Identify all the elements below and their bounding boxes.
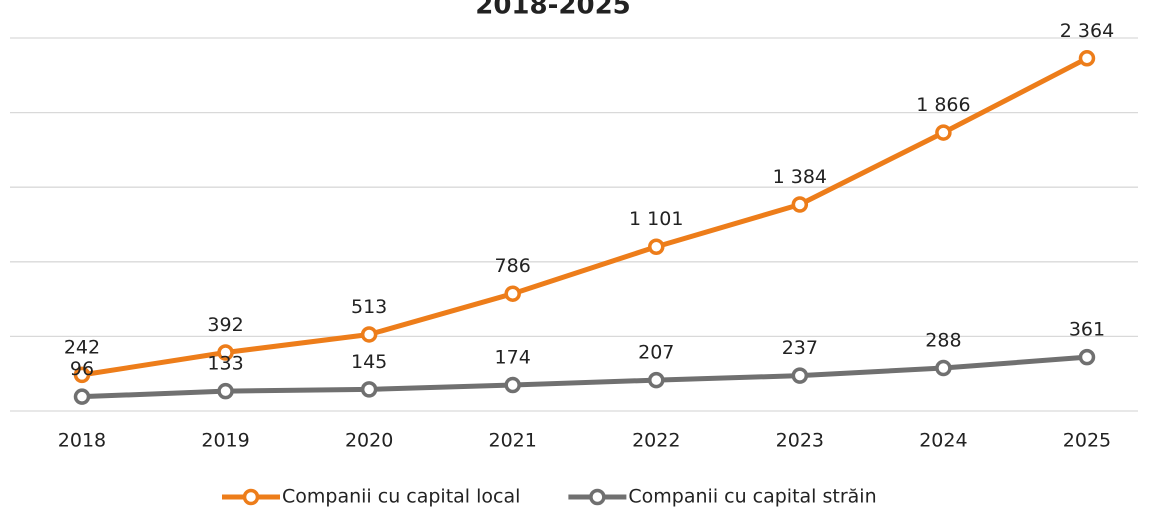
data-label: 288 (925, 330, 961, 352)
data-label: 237 (782, 337, 818, 359)
data-label: 1 866 (916, 94, 970, 116)
x-tick-label: 2019 (201, 430, 249, 452)
legend-label: Companii cu capital străin (628, 486, 876, 508)
data-point (73, 366, 91, 384)
data-point (648, 371, 665, 389)
data-point (935, 359, 952, 377)
x-tick-label: 2022 (632, 430, 680, 452)
series-line (81, 354, 1088, 400)
data-label: 786 (495, 255, 531, 277)
data-label: 133 (207, 353, 243, 375)
legend-marker (589, 488, 606, 506)
x-tick-label: 2024 (919, 430, 967, 452)
data-label: 513 (351, 296, 387, 318)
x-tick-label: 2018 (58, 430, 106, 452)
legend-label: Companii cu capital local (282, 486, 520, 508)
data-point (360, 326, 378, 343)
data-label: 174 (495, 347, 531, 369)
data-label: 1 101 (629, 208, 683, 230)
data-point (791, 196, 809, 213)
data-label: 96 (70, 358, 94, 380)
data-label: 242 (64, 336, 100, 358)
data-point (935, 124, 952, 141)
data-label: 1 384 (773, 166, 827, 188)
data-label: 145 (351, 351, 387, 373)
x-tick-label: 2023 (776, 430, 824, 452)
data-point (504, 285, 521, 302)
data-label: 207 (638, 342, 674, 364)
x-tick-label: 2021 (489, 430, 537, 452)
data-point (1078, 50, 1096, 67)
series-line (81, 56, 1089, 378)
data-point (217, 344, 234, 361)
data-label: 392 (207, 314, 243, 336)
x-tick-label: 2025 (1063, 430, 1111, 452)
data-label: 361 (1069, 319, 1105, 341)
data-label: 2 364 (1060, 20, 1114, 42)
data-point (217, 382, 234, 400)
chart-title: 2018-2025 (475, 0, 631, 21)
data-point (73, 388, 91, 405)
x-tick-label: 2020 (345, 430, 393, 452)
data-point (648, 238, 665, 255)
data-point (1078, 348, 1096, 366)
data-point (504, 376, 521, 394)
data-point (360, 381, 378, 398)
legend-marker (242, 488, 260, 506)
data-point (791, 367, 809, 384)
